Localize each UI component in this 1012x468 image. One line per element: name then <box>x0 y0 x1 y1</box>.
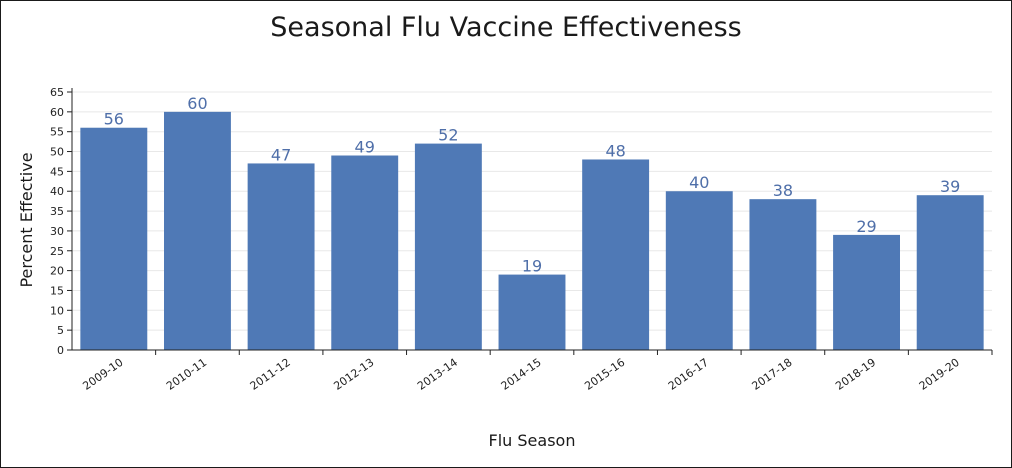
chart-title: Seasonal Flu Vaccine Effectiveness <box>270 12 742 43</box>
x-tick-label: 2019-20 <box>917 356 962 393</box>
bar-2009-10 <box>80 127 148 350</box>
x-tick-label: 2012-13 <box>331 356 376 393</box>
y-tick-label: 5 <box>57 324 64 337</box>
x-axis-label: Flu Season <box>489 431 576 450</box>
y-tick-label: 10 <box>50 304 64 317</box>
bar-2011-12 <box>247 163 315 350</box>
x-tick-label: 2017-18 <box>750 356 795 393</box>
bar-2010-11 <box>164 111 231 350</box>
bar-2012-13 <box>331 155 399 350</box>
value-label: 40 <box>689 173 709 192</box>
value-label: 56 <box>104 110 124 129</box>
bar-2019-20 <box>916 195 984 350</box>
y-tick-label: 0 <box>57 344 64 357</box>
y-tick-label: 50 <box>50 146 64 159</box>
y-tick-label: 45 <box>50 165 64 178</box>
value-label: 47 <box>271 145 291 164</box>
value-label: 48 <box>605 141 625 160</box>
y-tick-label: 30 <box>50 225 64 238</box>
y-tick-label: 20 <box>50 265 64 278</box>
y-tick-label: 60 <box>50 106 64 119</box>
y-tick-label: 35 <box>50 205 64 218</box>
value-label: 19 <box>522 257 542 276</box>
bar-2018-19 <box>833 234 900 350</box>
value-label: 60 <box>187 94 207 113</box>
value-label: 52 <box>438 126 458 145</box>
y-tick-label: 40 <box>50 185 64 198</box>
bar-2017-18 <box>749 199 817 350</box>
y-tick-label: 65 <box>50 86 64 99</box>
bar-2013-14 <box>414 143 482 350</box>
y-tick-label: 55 <box>50 126 64 139</box>
value-label: 38 <box>773 181 793 200</box>
x-tick-label: 2013-14 <box>415 356 460 393</box>
x-tick-label: 2018-19 <box>833 356 878 393</box>
y-axis-label: Percent Effective <box>17 152 36 287</box>
x-tick-label: 2011-12 <box>248 356 293 393</box>
bar-2016-17 <box>665 191 733 350</box>
x-tick-label: 2014-15 <box>499 356 544 393</box>
value-labels: 56 60 47 49 52 19 48 40 38 29 39 <box>104 94 961 276</box>
bar-2015-16 <box>582 159 650 350</box>
bar-2014-15 <box>498 274 566 350</box>
value-label: 49 <box>355 138 375 157</box>
y-tick-label: 15 <box>50 284 64 297</box>
bars <box>80 111 984 350</box>
y-axis: 0 5 10 15 20 25 30 35 40 45 50 55 60 65 <box>50 86 73 357</box>
x-tick-label: 2016-17 <box>666 356 711 393</box>
x-tick-label: 2009-10 <box>80 356 125 393</box>
value-label: 29 <box>856 217 876 236</box>
x-axis: 2009-10 2010-11 2011-12 2012-13 2013-14 2014-… <box>72 349 993 393</box>
y-tick-label: 25 <box>50 245 64 258</box>
value-label: 39 <box>940 177 960 196</box>
x-tick-label: 2010-11 <box>164 356 209 393</box>
x-tick-label: 2015-16 <box>582 356 627 393</box>
